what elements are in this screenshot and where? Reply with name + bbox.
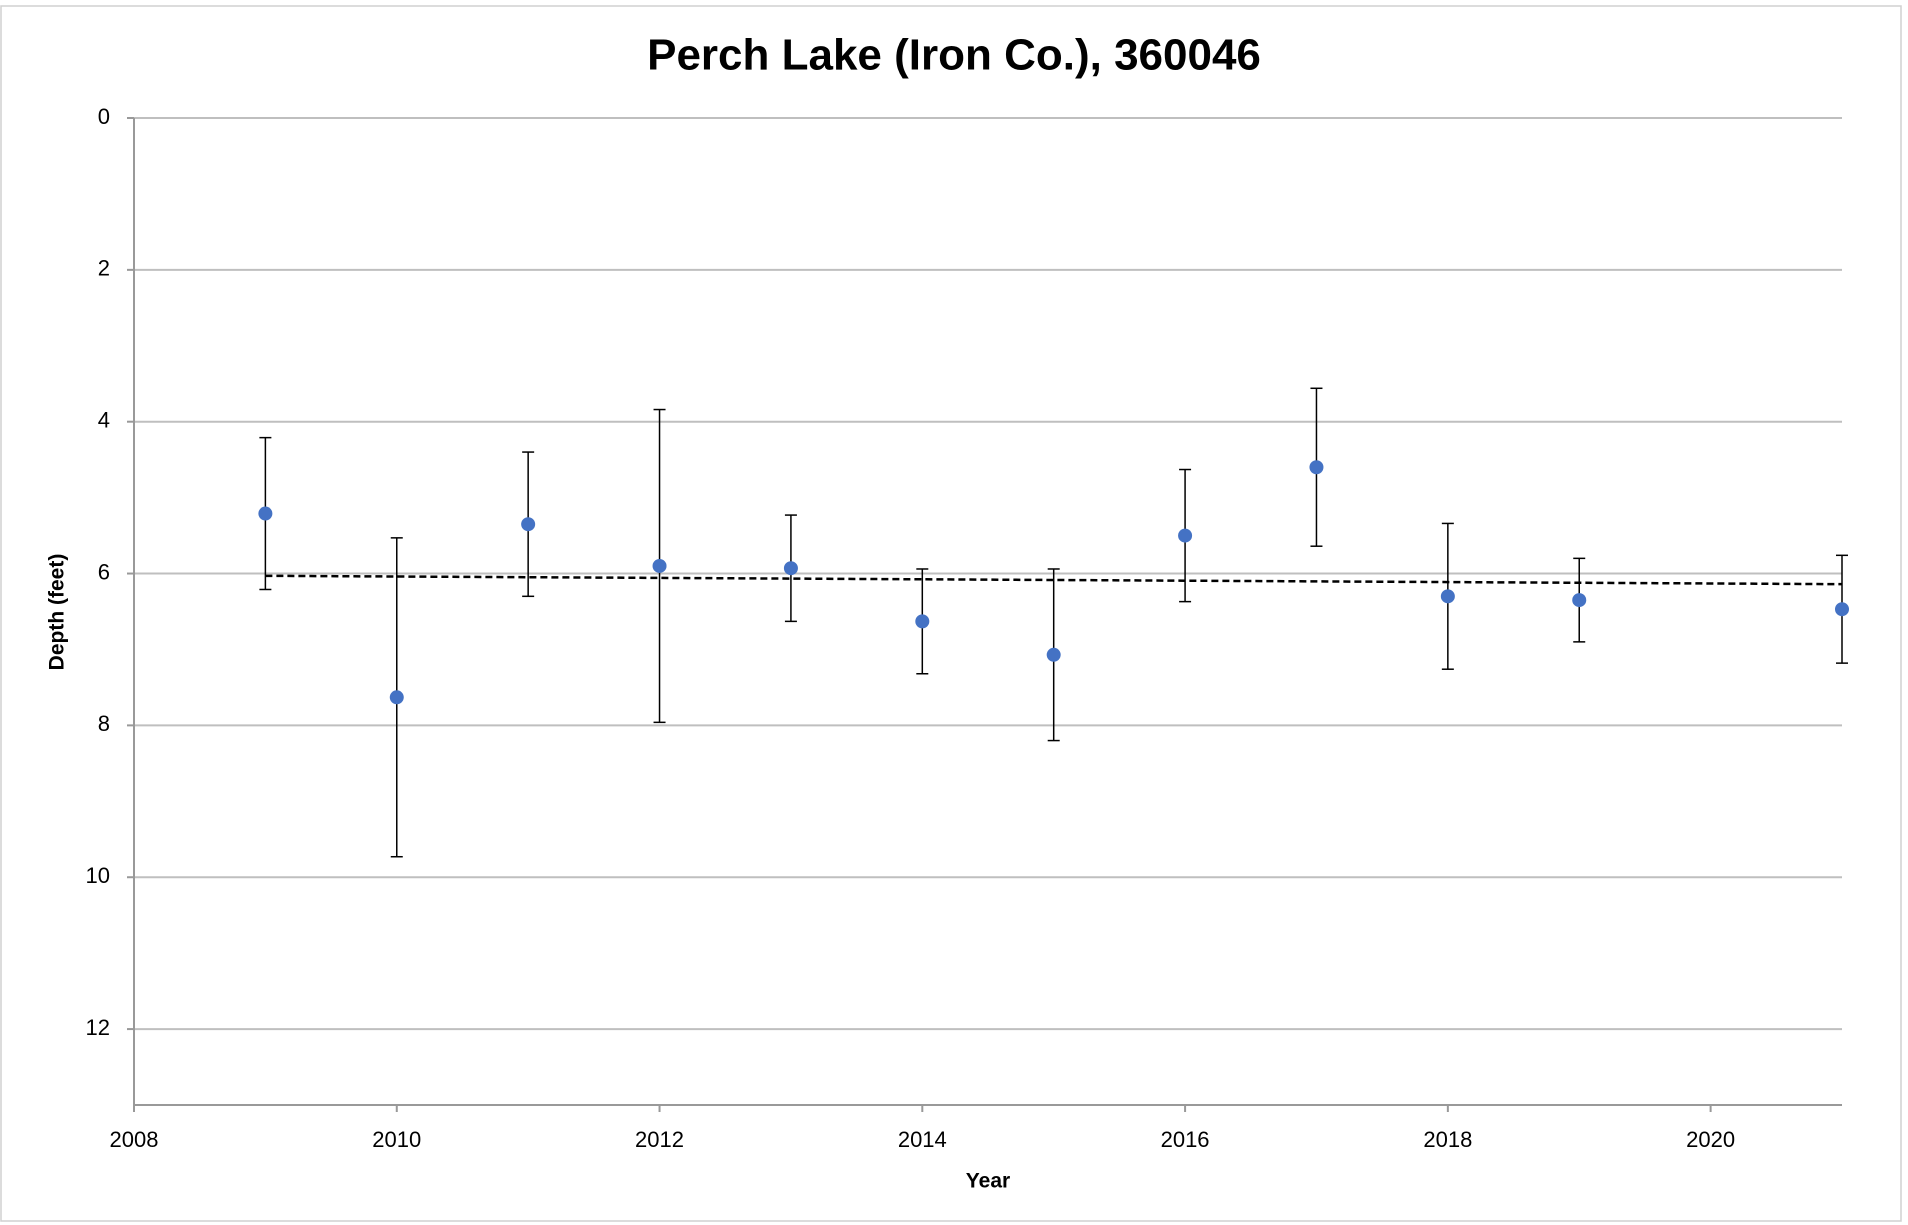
data-point xyxy=(389,690,404,705)
data-point xyxy=(1309,460,1324,475)
x-tick-label: 2012 xyxy=(635,1127,684,1152)
data-point xyxy=(1835,602,1849,617)
x-tick-label: 2008 xyxy=(110,1127,159,1152)
x-tick-label: 2020 xyxy=(1686,1127,1735,1152)
x-tick-label: 2016 xyxy=(1161,1127,1210,1152)
x-tick-label: 2010 xyxy=(372,1127,421,1152)
data-point xyxy=(1440,589,1455,604)
y-tick-label: 2 xyxy=(98,256,110,281)
chart-title: Perch Lake (Iron Co.), 360046 xyxy=(647,31,1261,80)
y-tick-label: 8 xyxy=(98,711,110,736)
data-point xyxy=(1572,593,1587,608)
data-point xyxy=(783,561,798,576)
y-tick-label: 4 xyxy=(98,408,110,433)
y-axis-title: Depth (feet) xyxy=(46,554,69,671)
data-point xyxy=(915,614,930,629)
data-point xyxy=(258,506,273,521)
y-tick-label: 12 xyxy=(86,1015,110,1040)
data-point xyxy=(1178,528,1193,543)
y-tick-label: 0 xyxy=(98,104,110,129)
data-point xyxy=(521,517,536,532)
y-tick-label: 10 xyxy=(86,863,110,888)
x-axis-title: Year xyxy=(966,1170,1010,1193)
chart-border xyxy=(0,5,1902,1222)
data-point xyxy=(652,558,667,573)
data-point xyxy=(1046,647,1061,662)
y-tick-label: 6 xyxy=(98,559,110,584)
x-tick-label: 2014 xyxy=(898,1127,947,1152)
x-tick-label: 2018 xyxy=(1423,1127,1472,1152)
